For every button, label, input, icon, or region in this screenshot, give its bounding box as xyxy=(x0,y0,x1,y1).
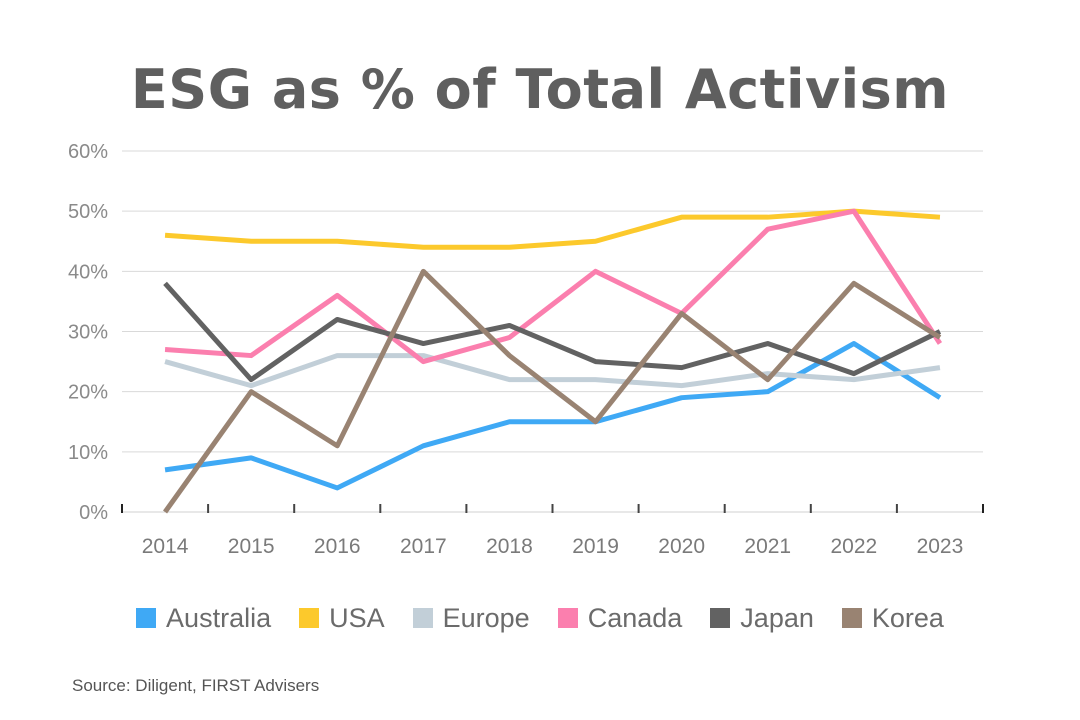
series-line-canada xyxy=(164,208,943,365)
source-note: Source: Diligent, FIRST Advisers xyxy=(72,676,320,695)
legend-swatch xyxy=(557,608,578,628)
y-axis-ticks: 0% 10% 20% 30% 40% 50% 60% xyxy=(68,141,108,524)
x-tick-label: 2023 xyxy=(917,535,964,558)
series-line-australia xyxy=(164,341,942,491)
y-tick-label: 20% xyxy=(68,382,108,404)
x-tick-label: 2018 xyxy=(486,535,533,558)
legend-swatch xyxy=(136,608,157,628)
legend-swatch xyxy=(841,608,862,628)
legend-item-japan: Japan xyxy=(710,603,814,634)
y-tick-label: 40% xyxy=(68,261,108,283)
legend-item-korea: Korea xyxy=(841,602,944,634)
legend-swatch xyxy=(299,608,320,628)
chart-title: ESG as % of Total Activism xyxy=(130,58,950,121)
x-tick-label: 2022 xyxy=(830,535,877,558)
series-line-japan xyxy=(163,281,942,383)
series-line-korea xyxy=(163,268,942,514)
x-tick-label: 2017 xyxy=(400,535,447,558)
legend-label: Australia xyxy=(166,602,272,633)
y-tick-label: 10% xyxy=(68,442,108,464)
legend: Australia USA Europe Canada Japan Korea xyxy=(0,598,1080,638)
legend-label: Europe xyxy=(442,602,530,633)
x-axis-ticks: 2014 2015 2016 2017 2018 2019 2020 2021 2022 2023 xyxy=(142,535,964,558)
legend-label: USA xyxy=(329,602,385,633)
y-tick-label: 0% xyxy=(79,502,108,524)
legend-label: Canada xyxy=(587,602,683,633)
x-tick-label: 2021 xyxy=(744,535,791,558)
legend-item-usa: USA xyxy=(299,603,385,634)
y-tick-label: 30% xyxy=(68,322,108,344)
y-tick-label: 60% xyxy=(68,141,108,163)
legend-label: Japan xyxy=(740,602,814,633)
y-tick-label: 50% xyxy=(68,201,108,223)
x-tick-label: 2019 xyxy=(572,535,619,558)
legend-swatch xyxy=(412,608,433,628)
legend-item-canada: Canada xyxy=(557,602,683,634)
legend-swatch xyxy=(710,608,731,628)
x-axis xyxy=(121,504,984,513)
legend-item-australia: Australia xyxy=(136,603,271,634)
legend-item-europe: Europe xyxy=(412,602,530,634)
series-lines xyxy=(163,208,943,514)
legend-label: Korea xyxy=(871,602,944,633)
series-line-usa xyxy=(164,208,941,250)
series-line-europe xyxy=(164,353,941,389)
x-tick-label: 2014 xyxy=(142,535,189,558)
x-tick-label: 2016 xyxy=(314,535,361,558)
x-tick-label: 2015 xyxy=(228,535,275,558)
x-tick-label: 2020 xyxy=(658,535,705,558)
